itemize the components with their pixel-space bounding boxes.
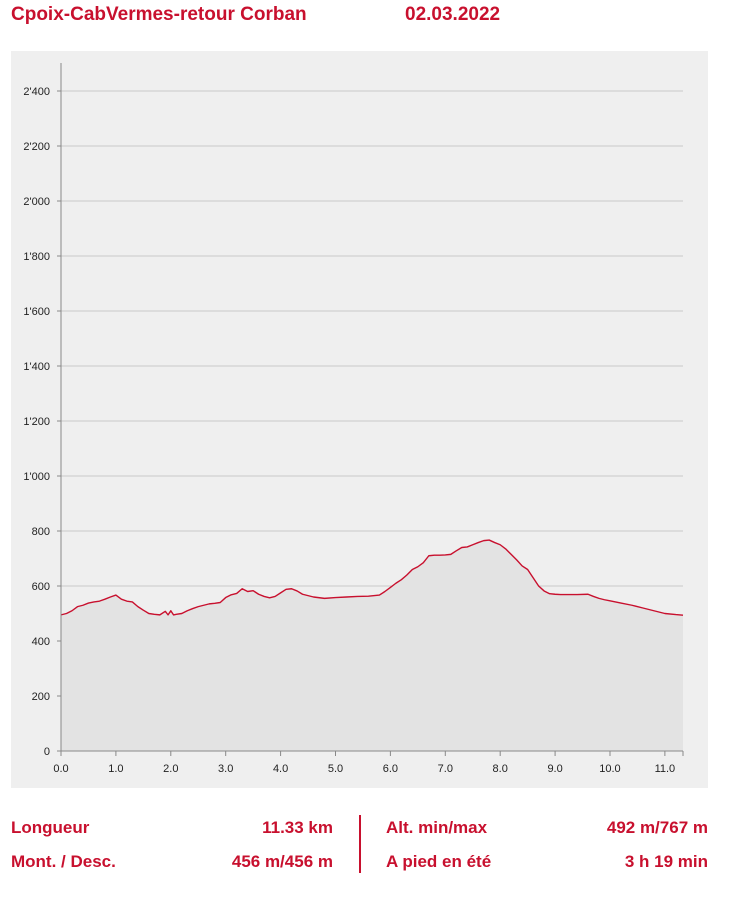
y-tick-label: 1'200 — [23, 416, 50, 428]
x-tick-label: 10.0 — [599, 763, 620, 775]
ascent-descent-label: Mont. / Desc. — [11, 852, 116, 871]
x-tick-label: 8.0 — [493, 763, 508, 775]
elevation-line — [60, 539, 684, 616]
y-tick-label: 400 — [32, 636, 50, 648]
x-tick-label: 5.0 — [328, 763, 343, 775]
length-label: Longueur — [11, 818, 90, 837]
y-tick-label: 2'200 — [23, 141, 50, 153]
elevation-area — [61, 540, 683, 751]
y-tick-label: 2'400 — [23, 86, 50, 98]
elevation-chart-panel: 0 200 400 600 800 1'000 1'200 1'400 1'600 1'800 2'… — [11, 51, 708, 788]
x-tick-label: 6.0 — [383, 763, 398, 775]
x-tick-label: 11.0 — [655, 763, 676, 775]
stats-divider — [359, 815, 361, 873]
y-tick-label: 200 — [32, 691, 50, 703]
y-tick-label: 2'000 — [23, 196, 50, 208]
y-tick-label: 800 — [32, 526, 50, 538]
y-tick-label: 1'000 — [23, 471, 50, 483]
x-tick-label: 4.0 — [273, 763, 288, 775]
x-tick-label: 9.0 — [547, 763, 562, 775]
x-tick-label: 7.0 — [438, 763, 453, 775]
date-label: 02.03.2022 — [405, 4, 501, 25]
x-tick-label: 3.0 — [218, 763, 233, 775]
x-tick-label: 1.0 — [108, 763, 123, 775]
y-tick-label: 600 — [32, 581, 50, 593]
x-tick-label: 0.0 — [53, 763, 68, 775]
altitude-minmax-label: Alt. min/max — [386, 818, 488, 837]
length-value: 11.33 km — [262, 818, 333, 837]
altitude-minmax-value: 492 m/767 m — [606, 818, 708, 837]
ascent-descent-value: 456 m/456 m — [231, 852, 333, 871]
y-tick-label: 1'400 — [23, 361, 50, 373]
elevation-chart: 0 200 400 600 800 1'000 1'200 1'400 1'600 1'800 2'… — [23, 63, 684, 775]
page-title: Cpoix-CabVermes-retour Corban — [11, 4, 307, 25]
y-tick-label: 1'800 — [23, 251, 50, 263]
y-tick-label: 1'600 — [23, 306, 50, 318]
walking-time-value: 3 h 19 min — [624, 852, 708, 871]
y-tick-label: 0 — [44, 746, 50, 758]
x-tick-label: 2.0 — [163, 763, 178, 775]
walking-time-label: A pied en été — [386, 852, 492, 871]
